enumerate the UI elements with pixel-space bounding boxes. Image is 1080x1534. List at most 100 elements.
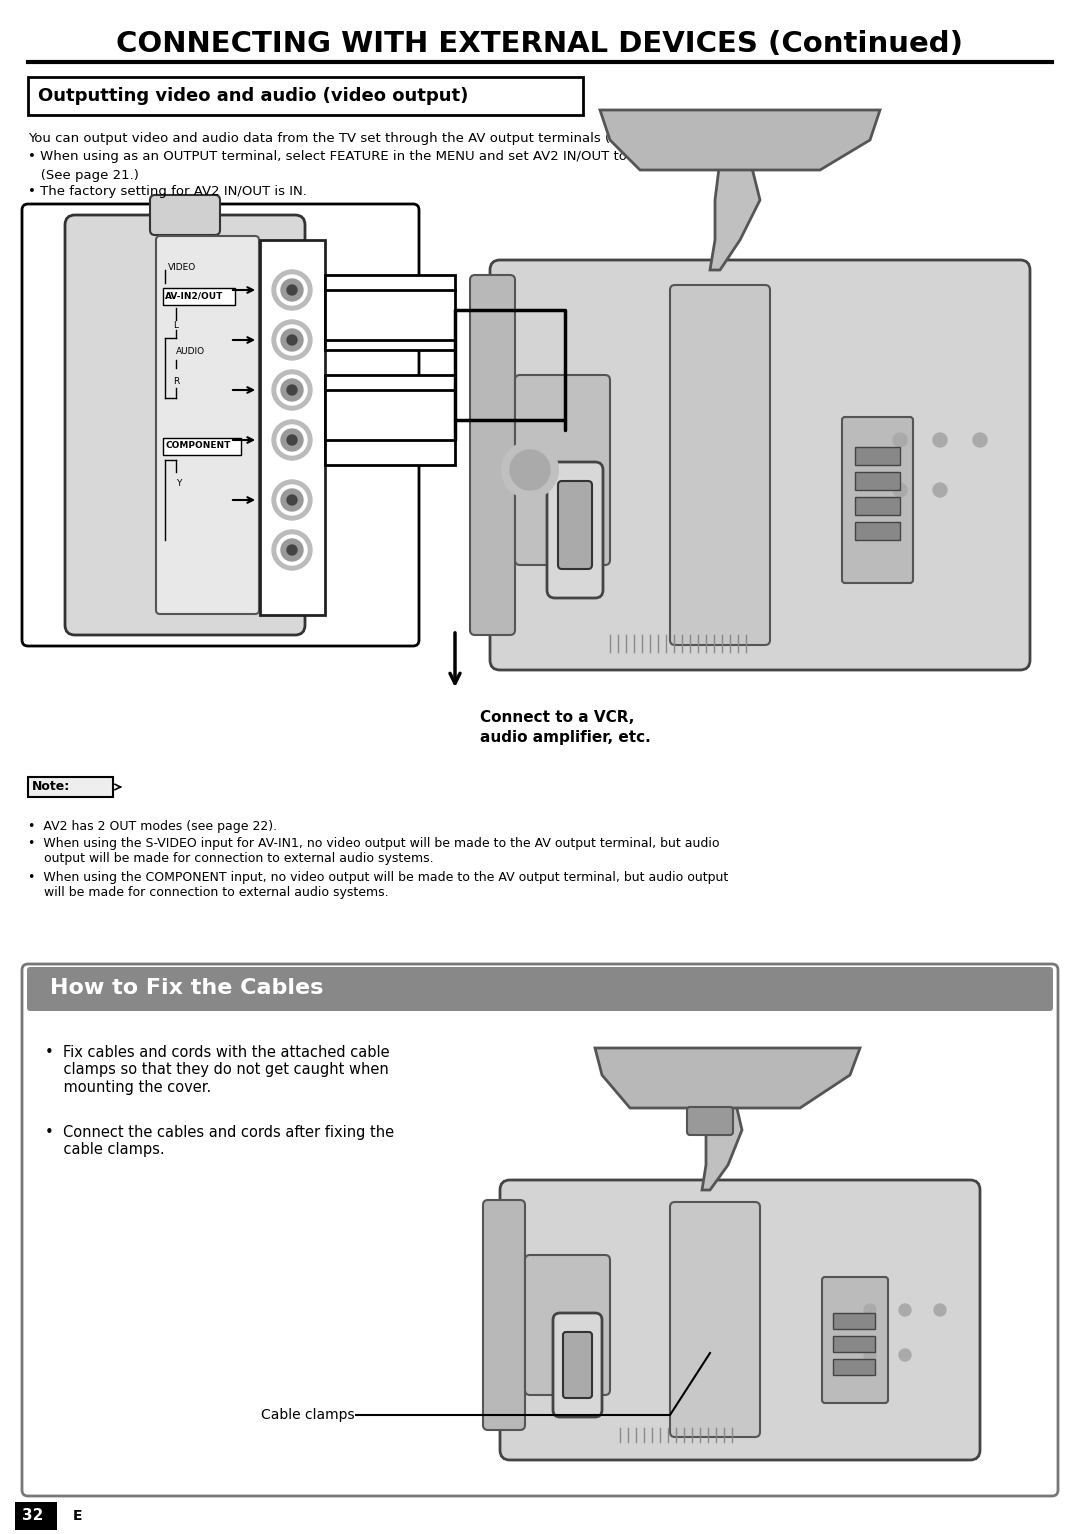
Bar xyxy=(833,1313,875,1328)
Circle shape xyxy=(272,531,312,571)
Bar xyxy=(833,1359,875,1374)
Text: AUDIO: AUDIO xyxy=(176,348,205,356)
FancyBboxPatch shape xyxy=(156,236,259,614)
Bar xyxy=(15,1502,57,1529)
Circle shape xyxy=(65,1503,91,1529)
Circle shape xyxy=(899,1348,912,1361)
Circle shape xyxy=(933,483,947,497)
Text: •  When using the S-VIDEO input for AV-IN1, no video output will be made to the : • When using the S-VIDEO input for AV-IN… xyxy=(28,838,719,865)
FancyBboxPatch shape xyxy=(842,417,913,583)
FancyBboxPatch shape xyxy=(22,204,419,646)
Circle shape xyxy=(973,433,987,446)
Text: • The factory setting for AV2 IN/OUT is IN.: • The factory setting for AV2 IN/OUT is … xyxy=(28,186,307,198)
Text: CONNECTING WITH EXTERNAL DEVICES (Continued): CONNECTING WITH EXTERNAL DEVICES (Contin… xyxy=(117,31,963,58)
Text: Y: Y xyxy=(176,479,181,488)
FancyBboxPatch shape xyxy=(687,1108,733,1135)
Bar xyxy=(855,472,900,489)
Polygon shape xyxy=(702,1100,742,1190)
Circle shape xyxy=(272,270,312,310)
Text: COMPONENT: COMPONENT xyxy=(165,442,230,451)
Polygon shape xyxy=(595,1048,860,1108)
Bar xyxy=(325,275,455,350)
Circle shape xyxy=(281,328,303,351)
Bar xyxy=(855,446,900,465)
Text: Outputting video and audio (video output): Outputting video and audio (video output… xyxy=(38,87,469,104)
Circle shape xyxy=(276,425,307,456)
Circle shape xyxy=(864,1304,876,1316)
FancyBboxPatch shape xyxy=(500,1180,980,1460)
Text: •  When using the COMPONENT input, no video output will be made to the AV output: • When using the COMPONENT input, no vid… xyxy=(28,871,728,899)
Text: 32: 32 xyxy=(22,1508,43,1523)
FancyBboxPatch shape xyxy=(22,963,1058,1496)
FancyBboxPatch shape xyxy=(822,1276,888,1404)
Circle shape xyxy=(287,436,297,445)
Polygon shape xyxy=(600,110,880,170)
Circle shape xyxy=(899,1304,912,1316)
FancyBboxPatch shape xyxy=(670,285,770,644)
Bar xyxy=(163,288,235,305)
Text: Connect to a VCR,: Connect to a VCR, xyxy=(480,710,634,726)
Circle shape xyxy=(276,374,307,405)
Circle shape xyxy=(276,275,307,305)
Circle shape xyxy=(287,545,297,555)
Text: •  AV2 has 2 OUT modes (see page 22).: • AV2 has 2 OUT modes (see page 22). xyxy=(28,821,278,833)
Circle shape xyxy=(276,485,307,515)
Text: •  Fix cables and cords with the attached cable
    clamps so that they do not g: • Fix cables and cords with the attached… xyxy=(45,1045,390,1095)
Circle shape xyxy=(287,334,297,345)
FancyBboxPatch shape xyxy=(27,966,1053,1011)
Text: L: L xyxy=(174,321,178,330)
Circle shape xyxy=(276,535,307,565)
Circle shape xyxy=(281,489,303,511)
Text: VIDEO: VIDEO xyxy=(168,264,197,273)
Circle shape xyxy=(281,430,303,451)
Circle shape xyxy=(276,325,307,354)
Circle shape xyxy=(510,449,550,489)
FancyBboxPatch shape xyxy=(483,1200,525,1430)
FancyBboxPatch shape xyxy=(65,215,305,635)
FancyBboxPatch shape xyxy=(525,1255,610,1394)
FancyBboxPatch shape xyxy=(558,482,592,569)
Circle shape xyxy=(934,1304,946,1316)
Bar xyxy=(325,374,455,465)
Text: audio amplifier, etc.: audio amplifier, etc. xyxy=(480,730,651,746)
Text: R: R xyxy=(173,377,179,387)
Circle shape xyxy=(272,370,312,410)
Circle shape xyxy=(287,385,297,394)
Text: Cable clamps: Cable clamps xyxy=(261,1408,355,1422)
Text: E: E xyxy=(73,1509,83,1523)
FancyBboxPatch shape xyxy=(670,1203,760,1437)
Text: You can output video and audio data from the TV set through the AV output termin: You can output video and audio data from… xyxy=(28,132,670,146)
Circle shape xyxy=(933,433,947,446)
Bar xyxy=(855,497,900,515)
FancyBboxPatch shape xyxy=(515,374,610,565)
Text: •  Connect the cables and cords after fixing the
    cable clamps.: • Connect the cables and cords after fix… xyxy=(45,1124,394,1157)
Circle shape xyxy=(272,420,312,460)
Circle shape xyxy=(893,433,907,446)
Text: How to Fix the Cables: How to Fix the Cables xyxy=(50,979,323,999)
Bar xyxy=(833,1336,875,1351)
Circle shape xyxy=(272,321,312,360)
Polygon shape xyxy=(710,160,760,270)
Text: (See page 21.): (See page 21.) xyxy=(28,169,139,183)
Circle shape xyxy=(287,285,297,295)
Circle shape xyxy=(281,538,303,561)
Text: Note:: Note: xyxy=(32,781,70,793)
Circle shape xyxy=(272,480,312,520)
Bar xyxy=(28,778,113,798)
FancyBboxPatch shape xyxy=(553,1313,602,1417)
Text: AV-IN2/OUT: AV-IN2/OUT xyxy=(165,291,224,301)
FancyBboxPatch shape xyxy=(490,259,1030,670)
Bar xyxy=(855,522,900,540)
FancyBboxPatch shape xyxy=(563,1332,592,1397)
Circle shape xyxy=(864,1348,876,1361)
Circle shape xyxy=(893,483,907,497)
Circle shape xyxy=(281,279,303,301)
Bar xyxy=(163,439,241,456)
Bar xyxy=(260,239,325,615)
Circle shape xyxy=(502,442,558,499)
Circle shape xyxy=(281,379,303,400)
FancyBboxPatch shape xyxy=(546,462,603,598)
Bar xyxy=(28,77,583,115)
Text: • When using as an OUTPUT terminal, select FEATURE in the MENU and set AV2 IN/OU: • When using as an OUTPUT terminal, sele… xyxy=(28,150,662,163)
Circle shape xyxy=(287,495,297,505)
